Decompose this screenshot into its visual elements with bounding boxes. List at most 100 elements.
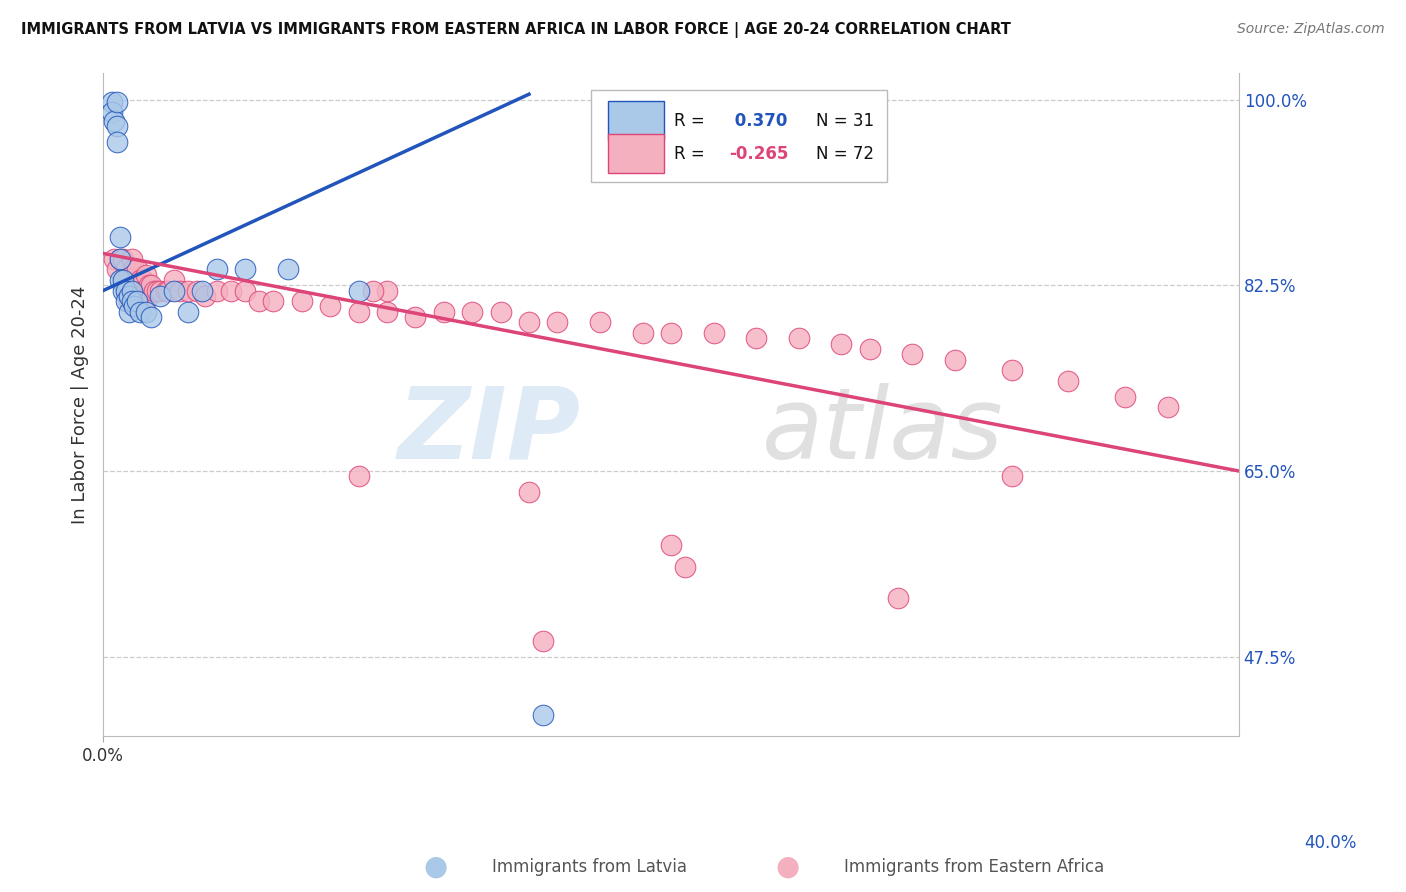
Point: [108, 252, 131, 266]
Point: [589, 315, 612, 329]
Point: [177, 305, 200, 319]
Point: [404, 310, 426, 324]
Point: [177, 284, 200, 298]
Point: [517, 485, 540, 500]
Point: [115, 262, 138, 277]
Point: [100, 105, 122, 120]
Point: [1057, 374, 1080, 388]
Point: [901, 347, 924, 361]
Point: [135, 284, 157, 298]
Point: [108, 273, 131, 287]
Text: atlas: atlas: [762, 383, 1004, 480]
Point: [347, 469, 370, 483]
Text: Immigrants from Latvia: Immigrants from Latvia: [492, 858, 688, 876]
Point: [111, 273, 134, 287]
Point: [659, 326, 682, 340]
Point: [121, 252, 143, 266]
Point: [205, 284, 228, 298]
Point: [163, 284, 186, 298]
Point: [194, 289, 217, 303]
Point: [233, 262, 256, 277]
Point: [127, 262, 149, 277]
Point: [219, 284, 242, 298]
Point: [146, 284, 169, 298]
Point: [135, 268, 157, 282]
Text: 0.370: 0.370: [728, 112, 787, 129]
Point: [115, 294, 138, 309]
Point: [943, 352, 966, 367]
Point: [702, 326, 724, 340]
Point: [127, 278, 149, 293]
Point: [121, 294, 143, 309]
Point: [115, 284, 138, 298]
FancyBboxPatch shape: [609, 135, 664, 173]
Point: [205, 262, 228, 277]
Point: [141, 278, 163, 293]
Point: [138, 278, 160, 293]
Text: ●: ●: [423, 853, 449, 881]
Point: [277, 262, 299, 277]
Text: -0.265: -0.265: [728, 145, 789, 163]
Text: ●: ●: [775, 853, 800, 881]
Point: [1114, 390, 1136, 404]
Point: [489, 305, 512, 319]
Point: [1157, 401, 1180, 415]
Point: [135, 305, 157, 319]
Point: [124, 284, 146, 298]
Point: [375, 305, 398, 319]
Text: N = 31: N = 31: [817, 112, 875, 129]
Point: [108, 252, 131, 266]
Point: [263, 294, 285, 309]
Point: [108, 230, 131, 244]
FancyBboxPatch shape: [609, 101, 664, 140]
Point: [531, 633, 554, 648]
Point: [163, 273, 186, 287]
Text: ZIP: ZIP: [396, 383, 581, 480]
Point: [103, 252, 125, 266]
Point: [319, 300, 342, 314]
Point: [105, 119, 128, 133]
Point: [129, 284, 152, 298]
Point: [887, 591, 910, 606]
Point: [673, 559, 696, 574]
Text: R =: R =: [675, 112, 710, 129]
Point: [132, 273, 155, 287]
Point: [169, 284, 191, 298]
Point: [100, 95, 122, 109]
Point: [118, 294, 141, 309]
Point: [517, 315, 540, 329]
Point: [129, 273, 152, 287]
Point: [105, 135, 128, 149]
Point: [143, 284, 166, 298]
Point: [149, 289, 172, 303]
Text: 40.0%: 40.0%: [1305, 834, 1357, 852]
Point: [859, 342, 882, 356]
Point: [157, 284, 180, 298]
Point: [115, 284, 138, 298]
Y-axis label: In Labor Force | Age 20-24: In Labor Force | Age 20-24: [72, 285, 89, 524]
Text: R =: R =: [675, 145, 710, 163]
Point: [129, 305, 152, 319]
Point: [361, 284, 384, 298]
Point: [1001, 363, 1024, 377]
Point: [118, 289, 141, 303]
Point: [347, 284, 370, 298]
Point: [433, 305, 456, 319]
Point: [118, 305, 141, 319]
Point: [659, 538, 682, 552]
Point: [103, 113, 125, 128]
FancyBboxPatch shape: [592, 89, 887, 183]
Point: [121, 284, 143, 298]
Point: [347, 305, 370, 319]
Point: [186, 284, 208, 298]
Point: [149, 284, 172, 298]
Point: [745, 331, 768, 345]
Point: [1001, 469, 1024, 483]
Point: [247, 294, 270, 309]
Point: [191, 284, 214, 298]
Text: Immigrants from Eastern Africa: Immigrants from Eastern Africa: [844, 858, 1104, 876]
Point: [111, 273, 134, 287]
Point: [631, 326, 654, 340]
Point: [111, 284, 134, 298]
Point: [375, 284, 398, 298]
